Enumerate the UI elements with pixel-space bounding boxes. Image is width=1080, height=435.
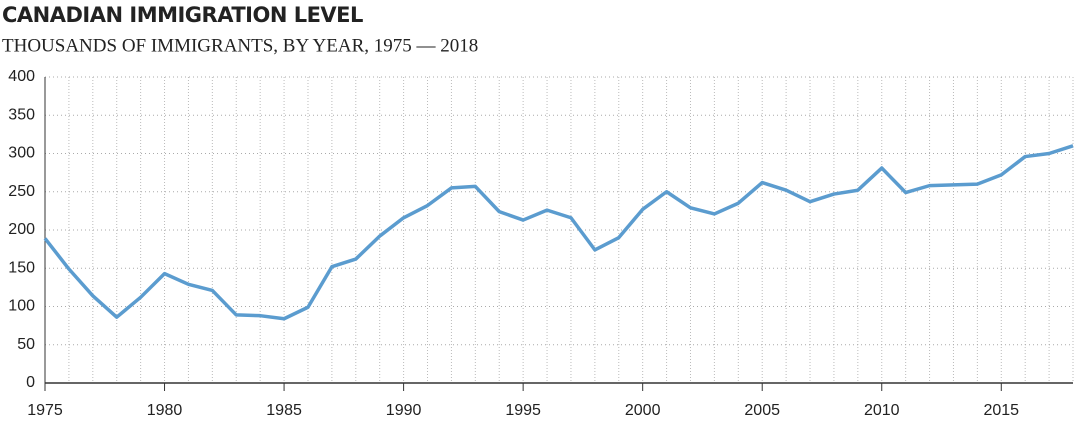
y-tick-label: 150 (8, 259, 35, 276)
y-tick-label: 100 (8, 298, 35, 315)
data-line (43, 144, 1074, 321)
y-tick-label: 300 (8, 145, 35, 162)
y-tick-label: 200 (8, 221, 35, 238)
y-tick-label: 50 (17, 336, 35, 353)
x-tick-label: 2005 (744, 402, 780, 419)
y-tick-label: 250 (8, 183, 35, 200)
x-tick-label: 2000 (625, 402, 661, 419)
y-tick-label: 400 (8, 68, 35, 85)
y-tick-label: 0 (26, 374, 35, 391)
x-tick-label: 2010 (864, 402, 900, 419)
x-tick-label: 1980 (147, 402, 183, 419)
x-tick-label: 2015 (983, 402, 1019, 419)
x-tick-label: 1985 (266, 402, 302, 419)
chart-subtitle: THOUSANDS OF IMMIGRANTS, BY YEAR, 1975 —… (2, 35, 478, 56)
x-tick-label: 1995 (505, 402, 541, 419)
chart-title: CANADIAN IMMIGRATION LEVEL (2, 3, 363, 27)
y-tick-label: 350 (8, 106, 35, 123)
x-tick-label: 1990 (386, 402, 422, 419)
x-tick-label: 1975 (27, 402, 63, 419)
